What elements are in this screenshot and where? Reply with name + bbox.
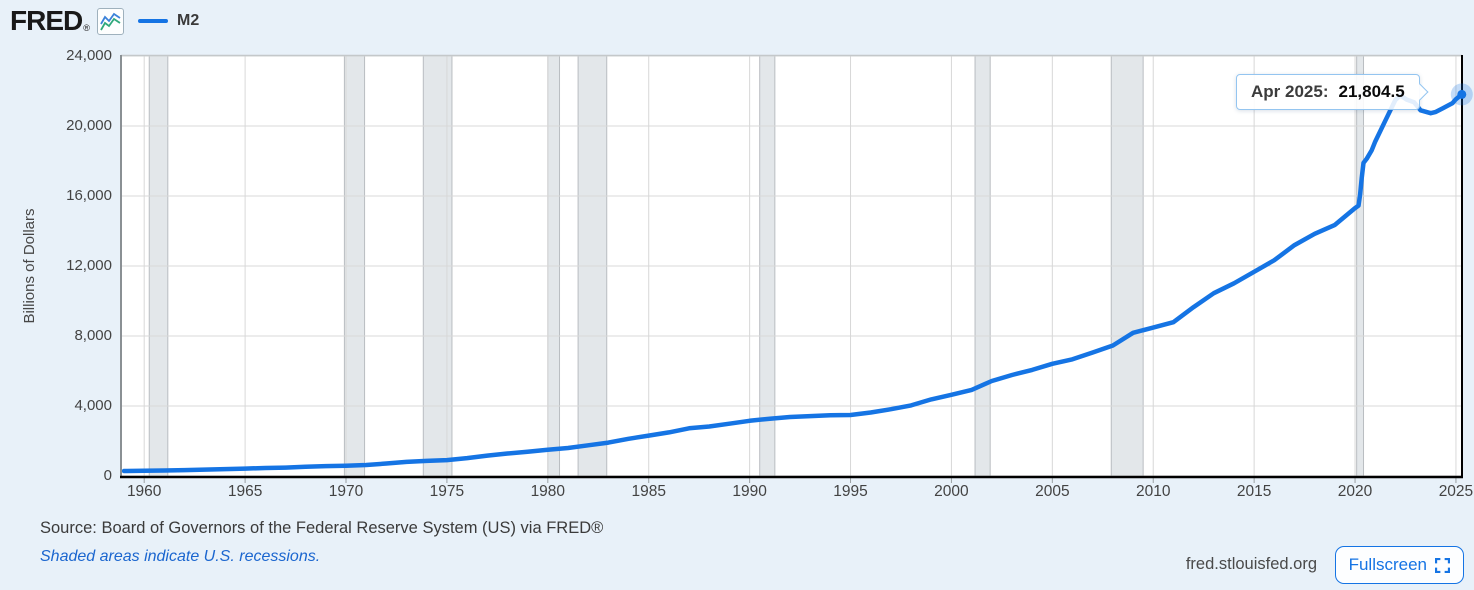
y-tick-label: 4,000	[74, 397, 112, 414]
legend-series-label: M2	[177, 12, 200, 29]
data-tooltip: Apr 2025: 21,804.5	[1236, 74, 1429, 110]
x-tick-label: 1985	[631, 483, 666, 500]
line-chart-icon	[96, 7, 124, 35]
registered-mark: ®	[83, 23, 90, 33]
x-tick-label: 2015	[1236, 483, 1272, 500]
y-tick-label: 0	[103, 467, 112, 484]
y-tick-label: 16,000	[66, 187, 112, 204]
x-tick-label: 2010	[1135, 483, 1171, 500]
x-tick-label: 2020	[1337, 483, 1373, 500]
fullscreen-icon	[1435, 557, 1450, 573]
fred-logo-text: FRED	[10, 5, 83, 36]
y-tick-label: 12,000	[66, 257, 112, 274]
x-tick-label: 2005	[1035, 483, 1070, 500]
last-point-marker	[1457, 89, 1467, 99]
x-tick-label: 2000	[934, 483, 969, 500]
x-tick-label: 1980	[530, 483, 566, 500]
y-tick-label: 24,000	[66, 47, 112, 64]
recessions-note-link[interactable]: Shaded areas indicate U.S. recessions.	[40, 548, 321, 565]
x-tick-label: 1975	[429, 483, 465, 500]
tooltip-value: 21,804.5	[1338, 82, 1405, 101]
y-tick-label: 8,000	[74, 327, 112, 344]
fullscreen-button-label: Fullscreen	[1348, 555, 1427, 574]
x-tick-label: 1960	[126, 483, 162, 500]
x-tick-label: 1990	[732, 483, 767, 500]
x-tick-label: 1995	[833, 483, 868, 500]
legend-line-swatch	[138, 19, 168, 23]
tooltip-date: Apr 2025:	[1251, 82, 1329, 101]
source-text: Source: Board of Governors of the Federa…	[40, 519, 604, 537]
x-tick-label: 2025	[1438, 483, 1474, 500]
fullscreen-button[interactable]: Fullscreen	[1334, 546, 1464, 584]
x-tick-label: 1965	[227, 483, 263, 500]
y-tick-label: 20,000	[66, 117, 112, 134]
m2-series-line	[121, 92, 1465, 474]
x-tick-label: 1970	[328, 483, 364, 500]
fred-logo[interactable]: FRED ®	[10, 6, 124, 36]
site-url-text: fred.stlouisfed.org	[1185, 555, 1317, 573]
legend-item-m2[interactable]: M2	[138, 12, 199, 30]
